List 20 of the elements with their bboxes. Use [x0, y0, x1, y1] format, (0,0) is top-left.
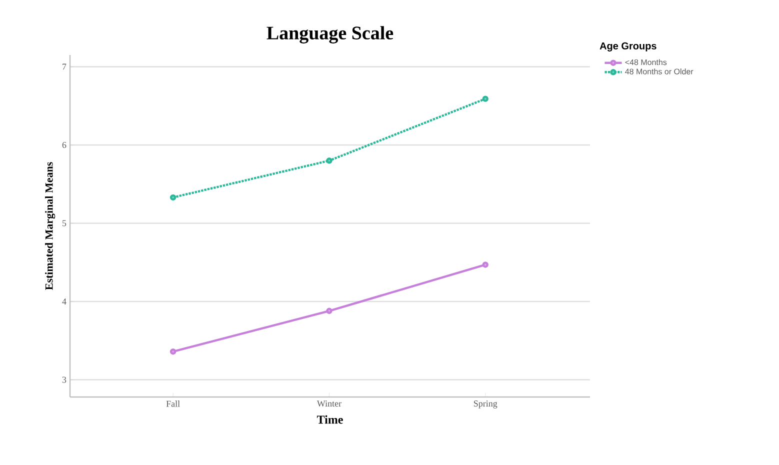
- point: [170, 348, 176, 355]
- y-tick-label: 7: [62, 64, 66, 70]
- x-axis-title: Time: [316, 415, 343, 424]
- legend-label: <48 Months: [625, 59, 667, 66]
- y-tick-label: 3: [62, 376, 66, 383]
- y-axis-title: Estimated Marginal Means: [45, 162, 56, 290]
- point: [482, 96, 488, 102]
- x-tick-label: Winter: [316, 400, 342, 407]
- x-tick-label: Fall: [166, 400, 180, 407]
- legend-title: Age Groups: [600, 42, 656, 52]
- point: [326, 158, 332, 164]
- point: [326, 308, 332, 314]
- legend-label: 48 Months or Older: [625, 68, 694, 74]
- y-tick-label: 6: [62, 142, 66, 148]
- x-tick-label: Spring: [474, 400, 498, 408]
- chart-title: Language Scale: [266, 26, 394, 44]
- point: [482, 262, 488, 268]
- point: [170, 194, 176, 201]
- y-tick-label: 4: [62, 298, 66, 304]
- y-tick-label: 5: [62, 220, 66, 226]
